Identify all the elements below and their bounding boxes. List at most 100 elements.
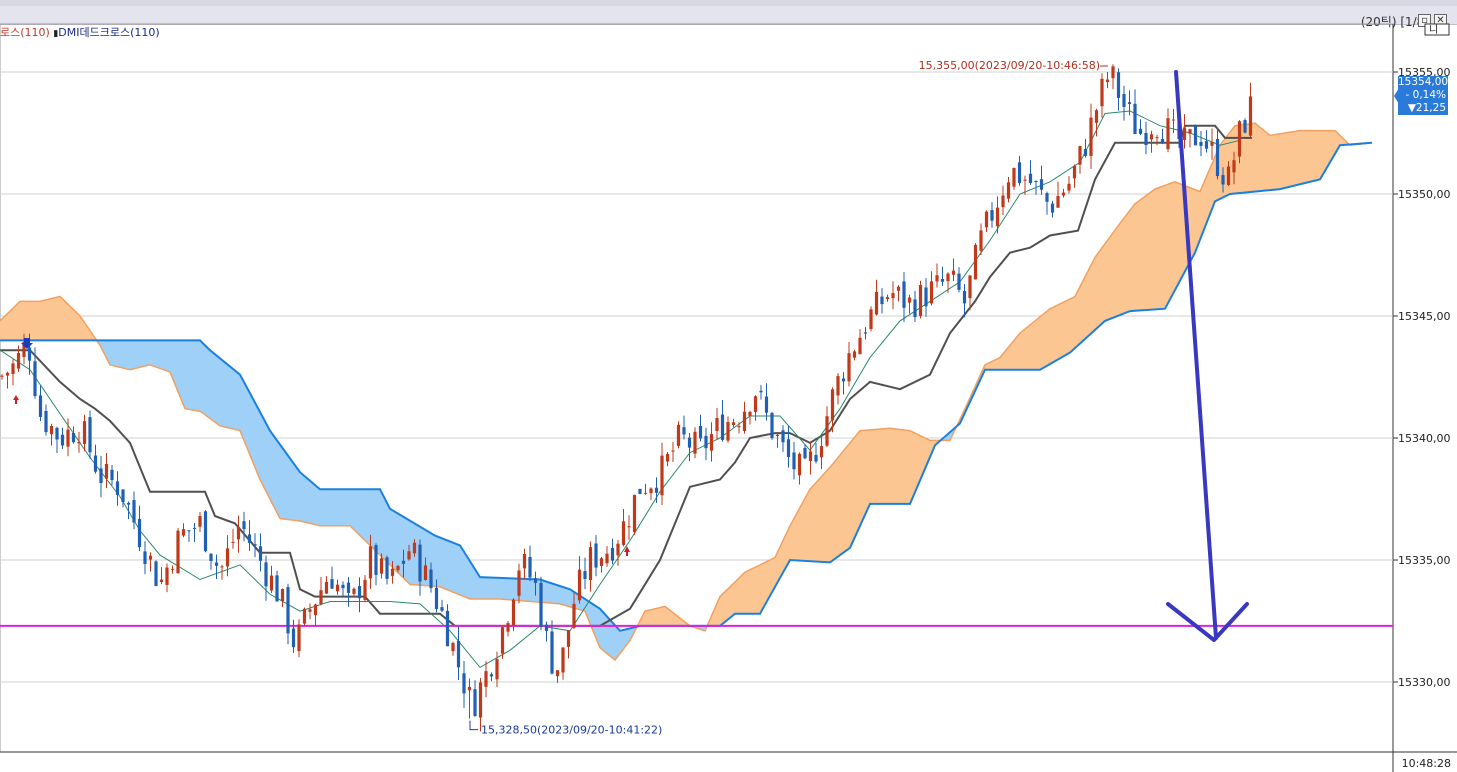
candle-body — [891, 293, 895, 299]
candle-body — [154, 561, 158, 586]
candle-body — [445, 610, 450, 647]
candle-body — [924, 287, 928, 307]
low-marker — [469, 720, 478, 731]
candle-body — [1067, 183, 1071, 191]
candle-body — [1083, 149, 1088, 156]
candle-body — [407, 551, 411, 560]
candle-body — [918, 285, 923, 317]
candle-body — [632, 494, 637, 533]
candle-body — [385, 557, 389, 579]
current-price-badge: 15354,00 - 0,14% ▼21,25 — [1398, 76, 1448, 115]
pager-label[interactable]: (20틱) [1/8] — [1360, 15, 1429, 29]
candle-body — [995, 207, 1000, 227]
candle-body — [1221, 175, 1225, 185]
indicator-legend: 로스(110) ▮DMI데드크로스(110) — [0, 24, 160, 40]
candle-body — [858, 337, 862, 355]
drawn-arrow-shaft — [1174, 70, 1218, 640]
candle-body — [363, 579, 367, 600]
candle-body — [726, 422, 730, 441]
candle-body — [1039, 179, 1044, 190]
candle-body — [104, 464, 109, 479]
candle-body — [66, 429, 70, 447]
candle-body — [1034, 181, 1038, 182]
candle-body — [1133, 103, 1137, 134]
candle-body — [181, 529, 186, 536]
candle-body — [1237, 121, 1242, 157]
tick-label: 15350,00 — [1398, 188, 1451, 201]
candle-body — [82, 421, 87, 444]
candle-body — [324, 581, 329, 594]
candle-body — [0, 375, 4, 377]
candle-body — [935, 275, 939, 282]
candle-body — [643, 492, 648, 494]
candle-body — [621, 521, 626, 545]
candle-body — [698, 425, 703, 439]
candle-body — [720, 414, 725, 440]
candle-body — [984, 211, 989, 228]
candle-body — [753, 396, 758, 412]
buy-signal-icon — [13, 395, 19, 404]
candle-body — [11, 363, 15, 374]
candle-body — [1204, 141, 1209, 149]
tick-label: 15340,00 — [1398, 432, 1451, 445]
candle-body — [979, 230, 983, 251]
candle-body — [654, 487, 659, 493]
candle-body — [1193, 126, 1198, 146]
candle-body — [225, 548, 230, 567]
candle-body — [676, 424, 681, 446]
candle-body — [159, 579, 164, 582]
candle-body — [1199, 142, 1203, 146]
candle-body — [649, 488, 653, 494]
candle-body — [1182, 128, 1187, 140]
low-annotation: 15,328,50(2023/09/20-10:41:22) — [481, 724, 662, 737]
indicator-label-left: 로스(110) — [0, 26, 50, 39]
candle-body — [115, 481, 120, 495]
candle-body — [264, 562, 268, 587]
candle-body — [572, 603, 576, 628]
candle-body — [456, 640, 461, 668]
candle-body — [49, 426, 54, 435]
candle-body — [368, 546, 373, 579]
candle-body — [748, 412, 752, 416]
candle-body — [1006, 182, 1011, 199]
candle-body — [462, 673, 466, 694]
candle-body — [126, 502, 131, 505]
candle-body — [1094, 110, 1099, 123]
candle-body — [682, 427, 686, 435]
candle-body — [946, 273, 950, 282]
candle-body — [1210, 142, 1214, 146]
candle-body — [528, 557, 532, 578]
candle-body — [1061, 192, 1066, 196]
candle-body — [434, 587, 439, 609]
candle-body — [143, 551, 147, 564]
candle-body — [335, 584, 340, 592]
tick-label: 15335,00 — [1398, 554, 1451, 567]
candle-body — [319, 590, 323, 604]
candle-body — [830, 389, 835, 421]
sell-signal-icon — [21, 338, 33, 349]
grid-lines — [0, 23, 1457, 772]
candle-body — [297, 624, 301, 652]
candle-body — [198, 516, 202, 527]
candle-body — [852, 351, 857, 358]
candle-body — [775, 434, 780, 437]
candle-body — [1215, 139, 1220, 177]
axis-corner-box — [1424, 23, 1450, 36]
candle-body — [1045, 193, 1049, 202]
candle-body — [418, 544, 422, 582]
candle-body — [1171, 119, 1176, 121]
candle-body — [27, 347, 32, 361]
candle-body — [396, 566, 400, 571]
candle-body — [704, 435, 708, 449]
candle-body — [231, 541, 235, 543]
candle-body — [1116, 72, 1121, 98]
candle-body — [258, 546, 263, 561]
cloud-bullish — [0, 296, 96, 341]
candle-body — [588, 547, 593, 580]
candle-body — [869, 309, 873, 329]
candle-body — [671, 450, 675, 452]
candle-body — [841, 378, 846, 382]
candle-body — [5, 372, 10, 376]
candle-body — [880, 296, 884, 305]
